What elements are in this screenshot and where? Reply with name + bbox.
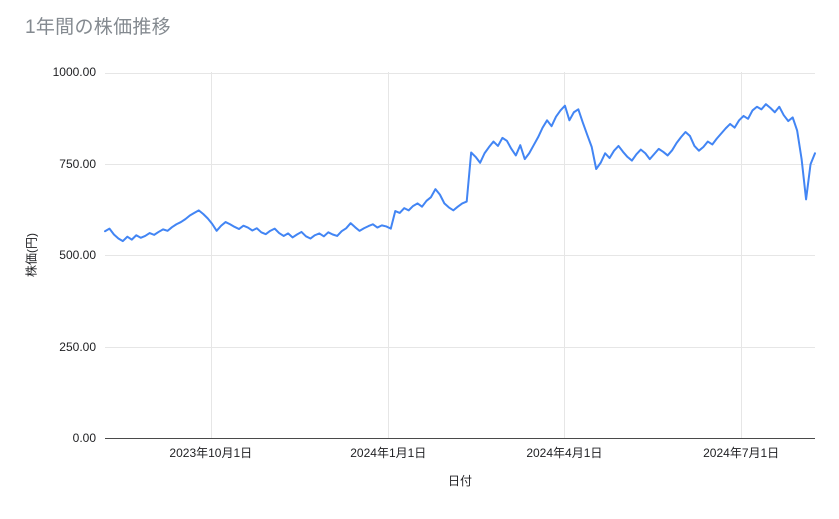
x-axis-tick-label: 2024年7月1日 <box>703 446 780 460</box>
y-axis-tick-label: 250.00 <box>59 339 96 354</box>
line-chart-svg <box>104 72 816 439</box>
y-axis-tick-label: 0.00 <box>72 431 96 445</box>
y-axis-tick-label: 500.00 <box>59 248 96 262</box>
x-axis-tick-label: 2023年10月1日 <box>169 446 253 460</box>
x-axis-tick-label: 2024年1月1日 <box>350 446 427 460</box>
y-axis-tick-label: 750.00 <box>59 156 96 171</box>
chart-title: 1年間の株価推移 <box>25 17 171 38</box>
price-line-series <box>104 103 816 243</box>
y-axis-tick-label: 1000.00 <box>52 65 96 79</box>
x-axis-tick-label: 2024年4月1日 <box>526 446 603 460</box>
plot-area <box>104 72 816 439</box>
x-axis-title: 日付 <box>447 474 472 488</box>
